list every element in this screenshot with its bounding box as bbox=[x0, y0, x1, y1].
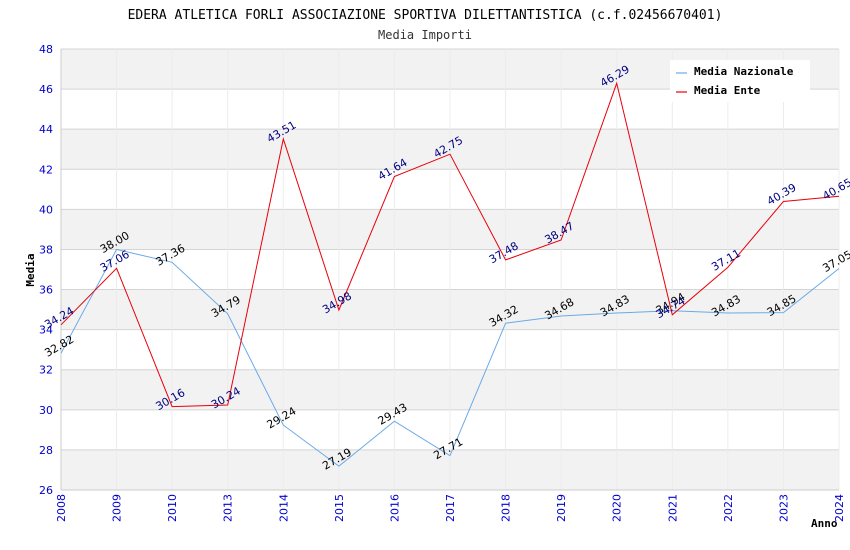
y-tick-label: 42 bbox=[39, 163, 53, 176]
y-tick-label: 46 bbox=[39, 83, 53, 96]
y-tick-label: 32 bbox=[39, 364, 53, 377]
series-line-media-ente bbox=[60, 81, 840, 408]
y-axis-label: Media bbox=[24, 253, 37, 286]
data-label: 40.65 bbox=[820, 176, 850, 203]
x-tick-label: 2017 bbox=[444, 494, 457, 522]
data-label: 32.82 bbox=[42, 333, 76, 360]
y-tick-label: 48 bbox=[39, 43, 53, 56]
y-tick-label: 34 bbox=[39, 324, 53, 337]
x-tick-label: 2015 bbox=[333, 494, 346, 522]
y-tick-label: 38 bbox=[39, 243, 53, 256]
x-tick-label: 2022 bbox=[722, 494, 735, 522]
x-tick-label: 2020 bbox=[611, 494, 624, 522]
series-lines bbox=[60, 81, 840, 467]
x-axis-label: Anno bbox=[811, 517, 838, 530]
y-tick-label: 44 bbox=[39, 123, 53, 136]
x-tick-label: 2013 bbox=[222, 494, 235, 522]
x-tick-label: 2016 bbox=[388, 494, 401, 522]
chart-subtitle: Media Importi bbox=[378, 28, 472, 42]
y-tick-labels: 26 28 30 32 34 36 38 40 42 44 46 48 bbox=[39, 43, 53, 497]
data-label: 37.11 bbox=[709, 247, 743, 274]
x-tick-label: 2018 bbox=[500, 494, 513, 522]
x-tick-labels: 2008 2009 2010 2013 2014 2015 2016 2017 2018 2019… bbox=[55, 494, 846, 522]
axes bbox=[60, 49, 839, 491]
x-tick-label: 2023 bbox=[777, 494, 790, 522]
y-tick-label: 30 bbox=[39, 404, 53, 417]
legend: Media Nazionale Media Ente bbox=[670, 60, 810, 102]
x-tick-label: 2021 bbox=[666, 494, 679, 522]
x-tick-label: 2014 bbox=[277, 494, 290, 522]
y-tick-label: 40 bbox=[39, 203, 53, 216]
series-line-media-nazionale bbox=[60, 248, 840, 467]
x-tick-label: 2024 bbox=[833, 494, 846, 522]
chart-title: EDERA ATLETICA FORLI ASSOCIAZIONE SPORTI… bbox=[128, 8, 723, 23]
y-tick-label: 28 bbox=[39, 444, 53, 457]
y-tick-label: 26 bbox=[39, 484, 53, 497]
legend-label-media-nazionale: Media Nazionale bbox=[694, 65, 794, 78]
legend-box bbox=[670, 60, 810, 102]
x-tick-label: 2009 bbox=[111, 494, 124, 522]
x-tick-label: 2008 bbox=[55, 494, 68, 522]
y-tick-label: 36 bbox=[39, 284, 53, 297]
legend-label-media-ente: Media Ente bbox=[694, 84, 761, 97]
x-tick-label: 2010 bbox=[166, 494, 179, 522]
x-tick-label: 2019 bbox=[555, 494, 568, 522]
